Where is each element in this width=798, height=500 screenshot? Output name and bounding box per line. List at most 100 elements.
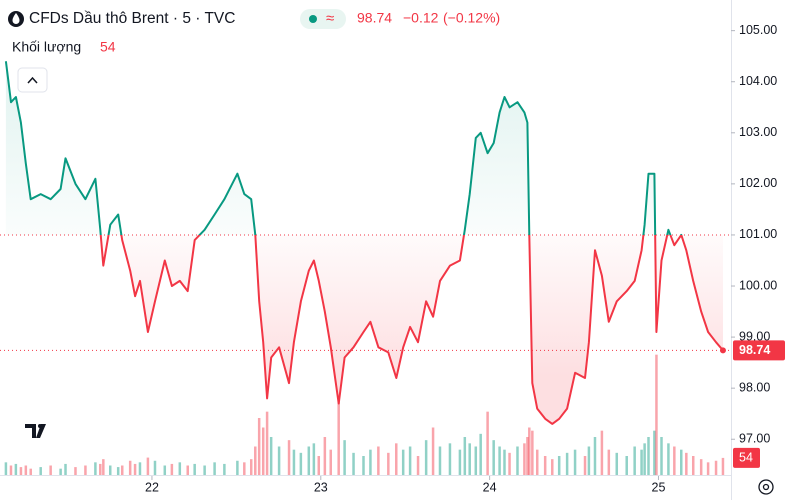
volume-bar [699, 459, 703, 475]
last-price-tag [733, 340, 785, 361]
volume-bar [551, 459, 554, 475]
volume-bar [557, 456, 561, 475]
settings-icon [762, 483, 770, 491]
volume-bar [133, 463, 137, 475]
symbol-title: CFDs Dầu thô Brent · 5 · TVC [29, 10, 235, 27]
volume-bar [138, 462, 142, 475]
volume-bar [94, 462, 97, 475]
volume-bar [714, 460, 718, 475]
volume-bar [312, 443, 316, 475]
volume-bar [516, 446, 519, 475]
volume-bar [438, 446, 442, 475]
volume-bar [257, 418, 261, 475]
price-change: −0.12 [403, 10, 439, 26]
volume-bar [19, 467, 23, 475]
x-tick-label: 22 [145, 480, 159, 494]
volume-bar [424, 440, 428, 475]
volume-bar [213, 462, 216, 475]
volume-bar [39, 467, 42, 475]
volume-bar [269, 437, 273, 475]
volume-bar [643, 443, 646, 475]
volume-bar [223, 463, 226, 475]
volume-bar [535, 449, 539, 475]
volume-layer [4, 354, 725, 475]
volume-bar [680, 449, 683, 475]
axes-layer: 97.00 98.00 99.00 100.00 101.00 102.00 103.00 1… [145, 23, 785, 494]
volume-bar [655, 354, 658, 475]
volume-bar [600, 430, 604, 475]
volume-legend-value: 54 [100, 39, 116, 55]
volume-bar [531, 430, 534, 475]
settings-button[interactable] [758, 479, 774, 495]
status-pill[interactable] [300, 9, 346, 29]
volume-bar [362, 456, 365, 475]
volume-bar [401, 449, 405, 475]
volume-bar [193, 463, 196, 475]
volume-bar [102, 459, 105, 475]
y-tick-label: 104.00 [739, 74, 777, 88]
volume-bar [277, 446, 281, 475]
volume-bar [292, 449, 296, 475]
volume-bar [583, 456, 587, 475]
volume-bar [337, 395, 340, 475]
volume-tag-label: 54 [739, 451, 753, 465]
collapse-button[interactable] [17, 67, 48, 93]
volume-bar [543, 456, 547, 475]
volume-bar [116, 467, 120, 475]
volume-bar [329, 449, 333, 475]
volume-bar [503, 449, 506, 475]
y-tick-label: 105.00 [739, 23, 777, 37]
volume-bar [287, 440, 291, 475]
volume-bar [29, 468, 32, 475]
volume-bar [178, 462, 182, 475]
volume-bar [9, 465, 13, 475]
volume-bar [706, 462, 710, 475]
volume-bar [685, 452, 688, 475]
volume-bar [369, 449, 372, 475]
volume-bar [14, 463, 18, 475]
x-tick-label: 25 [652, 480, 666, 494]
volume-bar [647, 437, 650, 475]
logo-dot [38, 424, 42, 428]
volume-bar [498, 446, 501, 475]
volume-bar [128, 460, 132, 475]
y-tick-label: 99.00 [739, 329, 770, 343]
x-tick-label: 24 [483, 480, 497, 494]
last-price-tag-label: 98.74 [739, 343, 770, 357]
volume-bar [448, 443, 452, 475]
collapse-chevron [27, 76, 38, 84]
volume-bar [431, 427, 435, 475]
volume-bar [691, 456, 695, 475]
y-tick-label: 102.00 [739, 176, 777, 190]
price-line [4, 61, 724, 425]
volume-bar [463, 437, 467, 475]
volume-bar [254, 446, 257, 475]
volume-bar [523, 443, 526, 475]
y-tick-label: 101.00 [739, 227, 777, 241]
logo-bg [18, 410, 58, 450]
volume-bar [99, 463, 102, 475]
volume-bar [416, 456, 420, 475]
volume-bar [64, 463, 67, 475]
volume-bar [526, 437, 529, 475]
volume-bar [573, 449, 577, 475]
volume-bar [299, 452, 303, 475]
volume-bar [492, 440, 495, 475]
volume-bar [352, 452, 355, 475]
volume-bar [109, 465, 112, 475]
volume-bar [587, 446, 591, 475]
volume-bar [625, 456, 628, 475]
tv-logo [18, 410, 58, 450]
volume-bar [323, 437, 327, 475]
volume-bar [236, 460, 239, 475]
volume-bar [660, 437, 663, 475]
y-tick-label: 97.00 [739, 432, 770, 446]
x-tick-label: 23 [314, 480, 328, 494]
volume-bar [186, 465, 189, 475]
volume-bar [203, 465, 206, 475]
y-tick-label: 100.00 [739, 278, 777, 292]
volume-bar [640, 449, 643, 475]
volume-bar [84, 465, 87, 475]
volume-bar [74, 467, 77, 475]
